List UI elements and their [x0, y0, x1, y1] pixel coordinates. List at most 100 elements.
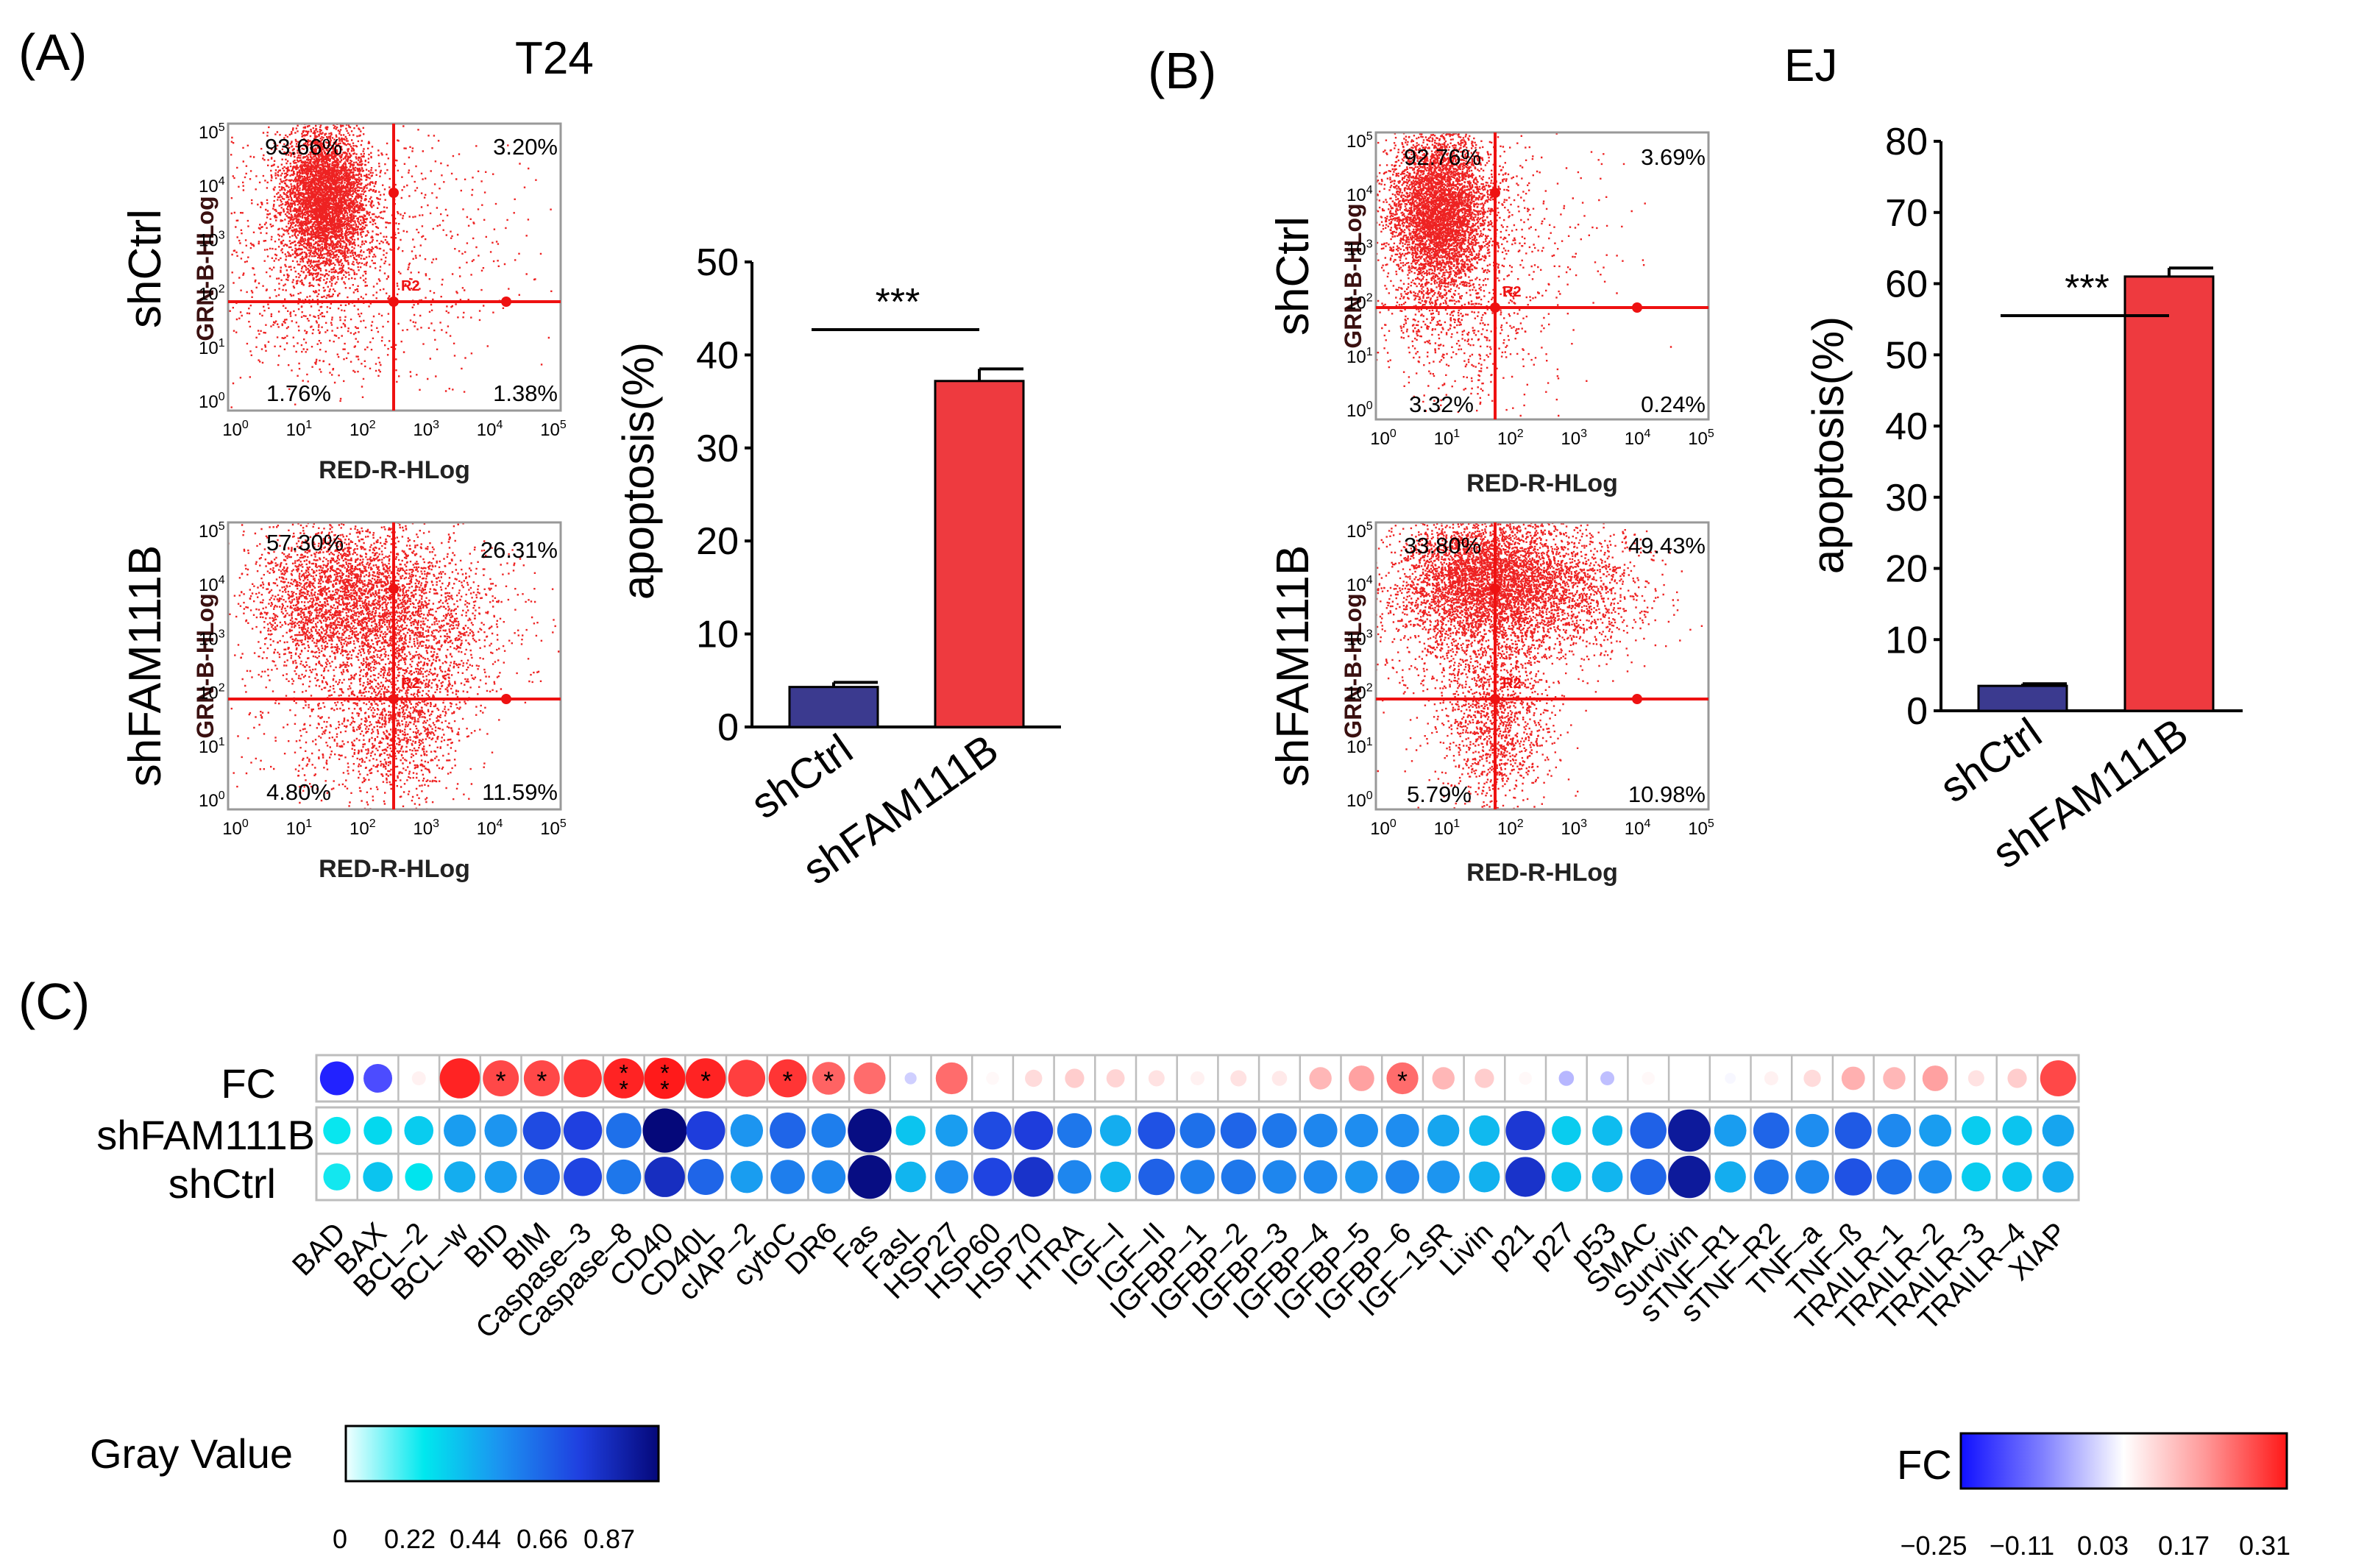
quadrant-lr: 10.98%: [1628, 781, 1706, 807]
fc-dot: [1106, 1069, 1125, 1088]
quadrant-ur: 26.31%: [480, 537, 558, 563]
fc-dot: [1230, 1070, 1247, 1087]
shfam111b-dot: [1303, 1113, 1338, 1148]
gray-value-legend: Gray Value 0 0.22 0.44 0.66 0.87: [90, 1425, 660, 1554]
shfam111b-dot: [563, 1111, 603, 1150]
bar-chart-t24: apoptosis(%) 01020304050shCtrlshFAM111B*…: [614, 241, 1061, 894]
shfam111b-dot: [1179, 1113, 1216, 1149]
gate-handle: [1632, 302, 1642, 313]
quadrant-ul: 33.80%: [1404, 533, 1481, 558]
fc-dot: [1309, 1067, 1332, 1090]
shctrl-dot: [1714, 1161, 1746, 1193]
flow-ylabel: GRN-B-HLog: [1340, 593, 1366, 738]
shctrl-dot: [1221, 1159, 1256, 1195]
shctrl-dot: [323, 1163, 351, 1191]
shfam111b-dot: [1668, 1109, 1711, 1152]
fc-star: *: [1397, 1066, 1408, 1096]
shctrl-dot: [1345, 1160, 1378, 1193]
dot-heatmap: FC shFAM111B shCtrl * * **** * * * * BADBAXBCL…: [96, 1054, 2080, 1344]
significance-stars: ***: [876, 281, 920, 324]
flow-y-tick: 100: [199, 790, 225, 811]
y-tick-label: 40: [1885, 405, 1928, 448]
shctrl-dot: [770, 1160, 805, 1194]
fc-star: *: [496, 1066, 506, 1096]
fc-star: *: [823, 1066, 834, 1096]
flow-scatter-points: [1376, 522, 1703, 809]
fc-dot: [1025, 1069, 1043, 1088]
flow-scatter-points: [1376, 132, 1672, 419]
shctrl-dot: [645, 1157, 685, 1197]
gate-label: R2: [1502, 284, 1522, 300]
flow-y-tick: 100: [1346, 790, 1373, 811]
shfam111b-dot: [686, 1111, 725, 1150]
shfam111b-dot: [606, 1113, 642, 1149]
fc-dot: [1271, 1071, 1288, 1086]
shfam111b-dot: [2042, 1114, 2074, 1147]
flow-ylabel: GRN-B-HLog: [192, 593, 219, 738]
shfam111b-dot: [1877, 1113, 1912, 1148]
gate-handle: [388, 188, 399, 198]
fc-dot: [1386, 1062, 1419, 1095]
fc-star: *: [620, 1076, 628, 1103]
shctrl-dot: [405, 1163, 433, 1191]
flow-y-tick: 101: [1346, 346, 1373, 367]
fc-dot: [1148, 1070, 1165, 1087]
fc-dot: [854, 1062, 886, 1095]
shfam111b-dot: [1630, 1112, 1667, 1149]
shfam111b-dot: [1919, 1114, 1952, 1147]
flow-y-tick: 103: [1346, 628, 1373, 649]
shfam111b-dot: [1138, 1112, 1176, 1149]
heatmap-row-label-fc: FC: [221, 1060, 276, 1107]
shctrl-dot: [2002, 1162, 2032, 1192]
flow-xlabel: RED-R-HLog: [319, 855, 470, 883]
flow-x-tick: 101: [286, 817, 313, 839]
quadrant-ul: 93.66%: [265, 134, 342, 160]
bar-shfam111b: [934, 380, 1025, 728]
shctrl-dot: [1630, 1159, 1667, 1195]
shctrl-dot: [730, 1160, 763, 1193]
gate-label: R2: [1502, 675, 1522, 692]
flow-x-tick: 104: [1625, 817, 1651, 839]
y-tick-label: 80: [1885, 121, 1928, 163]
shfam111b-dot: [730, 1114, 764, 1147]
row-label-t24-shctrl: shCtrl: [120, 209, 171, 328]
x-tick-label: shCtrl: [742, 725, 861, 828]
fc-star: *: [700, 1066, 711, 1096]
shfam111b-dot: [973, 1111, 1012, 1150]
flow-ticks-x: 100 101 102 103 104 105: [222, 419, 567, 440]
fc-dot: [812, 1062, 845, 1095]
flow-x-tick: 105: [1688, 428, 1714, 449]
flow-y-tick: 104: [199, 175, 225, 196]
shctrl-dot: [812, 1160, 846, 1194]
flow-frame: [1374, 521, 1710, 811]
shfam111b-dot: [848, 1108, 892, 1153]
shctrl-dot: [1876, 1159, 1912, 1195]
heatmap-grid: [315, 1054, 2080, 1202]
fc-dot: [728, 1060, 766, 1097]
gray-legend-tick: 0.22: [384, 1524, 436, 1554]
shfam111b-dot: [1505, 1110, 1545, 1151]
quadrant-lr: 11.59%: [482, 779, 558, 805]
panel-label-c: (C): [18, 973, 90, 1030]
fc-star: *: [620, 1060, 628, 1087]
flow-scatter-points: [228, 124, 553, 408]
shctrl-dot: [523, 1159, 560, 1195]
flow-y-tick: 103: [199, 229, 225, 250]
shctrl-dot: [363, 1162, 393, 1192]
quadrant-lr: 0.24%: [1641, 391, 1706, 417]
shfam111b-dot: [1385, 1113, 1419, 1148]
shfam111b-dot: [323, 1116, 351, 1145]
gate-handle: [388, 694, 399, 704]
gray-colorbar: [344, 1425, 660, 1483]
shfam111b-dot: [363, 1116, 392, 1145]
shfam111b-dot: [811, 1113, 846, 1148]
flow-y-tick: 104: [199, 574, 225, 595]
fc-dot: [935, 1062, 968, 1095]
shctrl-dot: [1918, 1160, 1952, 1194]
gate-handle: [1490, 188, 1500, 198]
shctrl-dot: [1138, 1158, 1175, 1196]
gate-handle: [501, 297, 511, 307]
fc-colorbar: [1959, 1432, 2288, 1490]
shctrl-dot: [973, 1157, 1012, 1196]
